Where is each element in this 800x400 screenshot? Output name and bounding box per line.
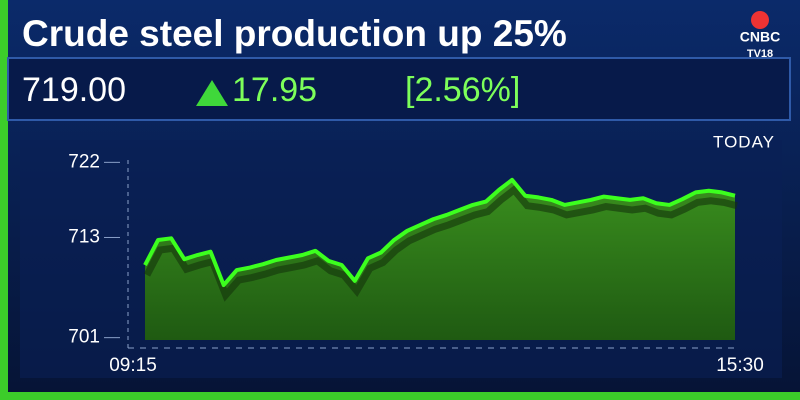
line [143,177,736,288]
logo-icon [751,11,769,29]
change-percent: [2.56%] [405,71,520,109]
headline: Crude steel production up 25% [22,13,567,54]
ticker-bar [7,57,791,121]
y-tick-label: 722 [68,151,100,172]
y-tick-label: 701 [68,327,100,348]
logo-bottom: TV18 [747,48,773,60]
logo-top: CNBC [740,29,780,45]
area [145,179,735,340]
period-label: TODAY [713,132,775,151]
x-tick-label: 15:30 [716,355,764,376]
y-tick-label: 713 [68,226,100,247]
up-arrow [196,80,228,106]
line-shadow [143,185,738,302]
price: 719.00 [22,71,126,109]
x-tick-label: 09:15 [109,355,157,376]
change: 17.95 [232,71,317,109]
